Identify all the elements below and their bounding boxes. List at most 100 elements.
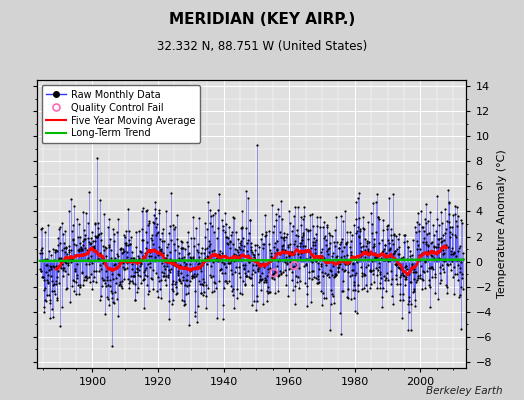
Point <box>244 268 252 274</box>
Point <box>158 238 166 244</box>
Point <box>89 238 97 245</box>
Point <box>255 278 263 285</box>
Point <box>294 204 302 210</box>
Point <box>291 260 300 267</box>
Point <box>289 287 297 294</box>
Point <box>200 259 208 265</box>
Point <box>280 234 288 241</box>
Point <box>301 262 310 268</box>
Point <box>419 239 428 246</box>
Point <box>137 280 145 286</box>
Point <box>174 268 182 274</box>
Point <box>384 237 392 243</box>
Point <box>159 273 168 279</box>
Point <box>303 228 312 234</box>
Point <box>423 231 431 237</box>
Point <box>418 224 427 230</box>
Point <box>357 286 366 293</box>
Point <box>343 295 352 301</box>
Point <box>102 253 111 259</box>
Point <box>254 250 262 257</box>
Point <box>37 225 46 232</box>
Point <box>52 274 61 280</box>
Point <box>208 289 216 296</box>
Point <box>72 252 80 258</box>
Point <box>94 256 103 262</box>
Point <box>48 277 56 284</box>
Point <box>421 258 430 264</box>
Point <box>299 230 308 236</box>
Point <box>78 247 86 254</box>
Point <box>83 248 92 255</box>
Point <box>334 245 343 252</box>
Point <box>317 249 325 255</box>
Point <box>57 265 65 272</box>
Point <box>214 225 222 231</box>
Point <box>261 277 269 283</box>
Point <box>292 242 301 249</box>
Point <box>97 292 105 299</box>
Point <box>153 221 161 228</box>
Point <box>263 288 271 294</box>
Point <box>49 246 57 252</box>
Point <box>431 274 439 280</box>
Point <box>331 271 340 278</box>
Point <box>243 273 252 279</box>
Point <box>290 262 299 269</box>
Point <box>397 272 405 278</box>
Point <box>328 272 336 278</box>
Point <box>189 256 198 262</box>
Point <box>60 249 69 256</box>
Point <box>41 228 50 235</box>
Point <box>47 252 55 258</box>
Point <box>341 267 350 273</box>
Point <box>192 225 200 232</box>
Point <box>399 254 408 260</box>
Point <box>258 231 266 238</box>
Point <box>79 282 88 288</box>
Point <box>363 251 372 258</box>
Point <box>333 238 341 245</box>
Point <box>84 260 93 267</box>
Point <box>337 266 346 272</box>
Point <box>145 220 154 226</box>
Point <box>447 230 456 237</box>
Point <box>97 230 106 236</box>
Point <box>450 249 458 256</box>
Point <box>436 209 445 216</box>
Point <box>274 273 282 280</box>
Point <box>357 264 365 270</box>
Point <box>210 247 219 253</box>
Point <box>193 319 201 326</box>
Point <box>411 297 419 304</box>
Point <box>208 223 216 229</box>
Point <box>375 260 384 266</box>
Point <box>127 273 135 280</box>
Point <box>230 305 238 311</box>
Point <box>99 276 107 283</box>
Point <box>144 291 152 297</box>
Point <box>396 291 404 298</box>
Point <box>284 244 292 251</box>
Point <box>187 257 195 263</box>
Point <box>315 252 323 259</box>
Point <box>387 280 396 287</box>
Point <box>96 237 105 244</box>
Point <box>148 276 157 282</box>
Point <box>354 282 362 288</box>
Point <box>156 286 164 292</box>
Point <box>453 222 461 229</box>
Point <box>245 259 254 266</box>
Point <box>193 249 202 255</box>
Point <box>164 272 172 279</box>
Point <box>109 299 117 306</box>
Point <box>130 297 139 303</box>
Point <box>91 232 99 239</box>
Point <box>278 269 287 275</box>
Point <box>196 280 204 287</box>
Point <box>299 249 308 256</box>
Point <box>256 260 265 267</box>
Point <box>277 270 286 276</box>
Point <box>285 208 293 214</box>
Point <box>56 262 64 269</box>
